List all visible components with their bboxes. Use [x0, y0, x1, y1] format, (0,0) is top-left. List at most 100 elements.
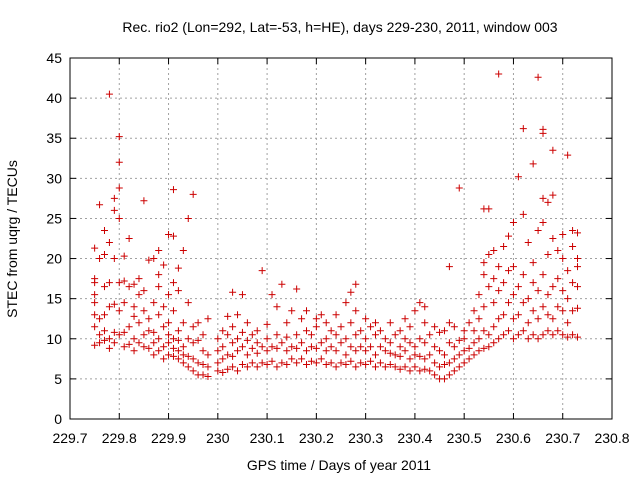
data-point: [110, 194, 118, 202]
data-point: [480, 259, 488, 267]
data-point: [288, 343, 296, 351]
data-point: [514, 311, 522, 319]
x-axis-label: GPS time / Days of year 2011: [247, 457, 431, 473]
data-point: [160, 261, 168, 269]
data-point: [411, 307, 419, 315]
data-point: [234, 335, 242, 343]
data-point: [229, 363, 237, 371]
data-point: [229, 288, 237, 296]
data-point: [367, 323, 375, 331]
data-point: [450, 343, 458, 351]
data-point: [569, 243, 577, 251]
data-point: [495, 70, 503, 78]
data-point: [140, 287, 148, 295]
data-point: [544, 198, 552, 206]
data-point: [470, 307, 478, 315]
data-point: [179, 343, 187, 351]
data-point: [155, 247, 163, 255]
data-point: [204, 363, 212, 371]
data-point: [357, 359, 365, 367]
data-point: [357, 327, 365, 335]
data-point: [150, 339, 158, 347]
data-point: [376, 327, 384, 335]
data-point: [564, 151, 572, 159]
data-point: [505, 267, 513, 275]
data-point: [401, 363, 409, 371]
data-point: [135, 291, 143, 299]
data-point: [534, 335, 542, 343]
data-point: [115, 133, 123, 141]
data-point: [91, 341, 99, 349]
data-point: [386, 319, 394, 327]
data-point: [229, 323, 237, 331]
data-point: [224, 312, 232, 320]
data-point: [574, 304, 582, 312]
data-point: [396, 327, 404, 335]
data-point: [224, 351, 232, 359]
data-point: [416, 299, 424, 307]
data-point: [140, 343, 148, 351]
data-point: [165, 339, 173, 347]
data-point: [539, 194, 547, 202]
data-point: [440, 327, 448, 335]
data-point: [337, 339, 345, 347]
data-point: [293, 344, 301, 352]
data-point: [574, 283, 582, 291]
data-point: [120, 277, 128, 285]
x-tick-label: 230.2: [299, 430, 334, 446]
data-point: [155, 271, 163, 279]
data-point: [362, 315, 370, 323]
data-point: [91, 299, 99, 307]
data-point: [342, 335, 350, 343]
data-point: [554, 247, 562, 255]
data-point: [406, 339, 414, 347]
data-point: [312, 344, 320, 352]
data-point: [564, 319, 572, 327]
data-point: [263, 320, 271, 328]
data-point: [110, 255, 118, 263]
data-point: [490, 247, 498, 255]
data-point: [273, 363, 281, 371]
data-point: [495, 315, 503, 323]
data-point: [574, 333, 582, 341]
data-point: [214, 347, 222, 355]
data-point: [406, 355, 414, 363]
data-point: [258, 343, 266, 351]
data-point: [258, 267, 266, 275]
data-point: [145, 327, 153, 335]
data-point: [534, 226, 542, 234]
data-point: [524, 319, 532, 327]
data-point: [174, 336, 182, 344]
data-point: [480, 344, 488, 352]
data-point: [184, 214, 192, 222]
data-point: [243, 363, 251, 371]
data-point: [574, 229, 582, 237]
data-point: [529, 279, 537, 287]
data-point: [312, 315, 320, 323]
data-point: [303, 307, 311, 315]
data-point: [110, 300, 118, 308]
data-point: [105, 303, 113, 311]
data-point: [263, 347, 271, 355]
data-point: [100, 251, 108, 259]
data-point: [204, 372, 212, 380]
y-tick-label: 45: [46, 50, 62, 66]
data-point: [509, 315, 517, 323]
data-point: [450, 355, 458, 363]
data-point: [495, 263, 503, 271]
data-point: [130, 335, 138, 343]
data-point: [327, 327, 335, 335]
data-point: [352, 331, 360, 339]
data-point: [115, 331, 123, 339]
data-point: [426, 351, 434, 359]
data-point: [440, 375, 448, 383]
data-point: [322, 347, 330, 355]
data-point: [539, 303, 547, 311]
data-point: [169, 307, 177, 315]
data-point: [460, 335, 468, 343]
data-point: [539, 218, 547, 226]
data-point: [371, 363, 379, 371]
data-point: [431, 359, 439, 367]
data-point: [135, 319, 143, 327]
x-tick-label: 229.9: [151, 430, 186, 446]
